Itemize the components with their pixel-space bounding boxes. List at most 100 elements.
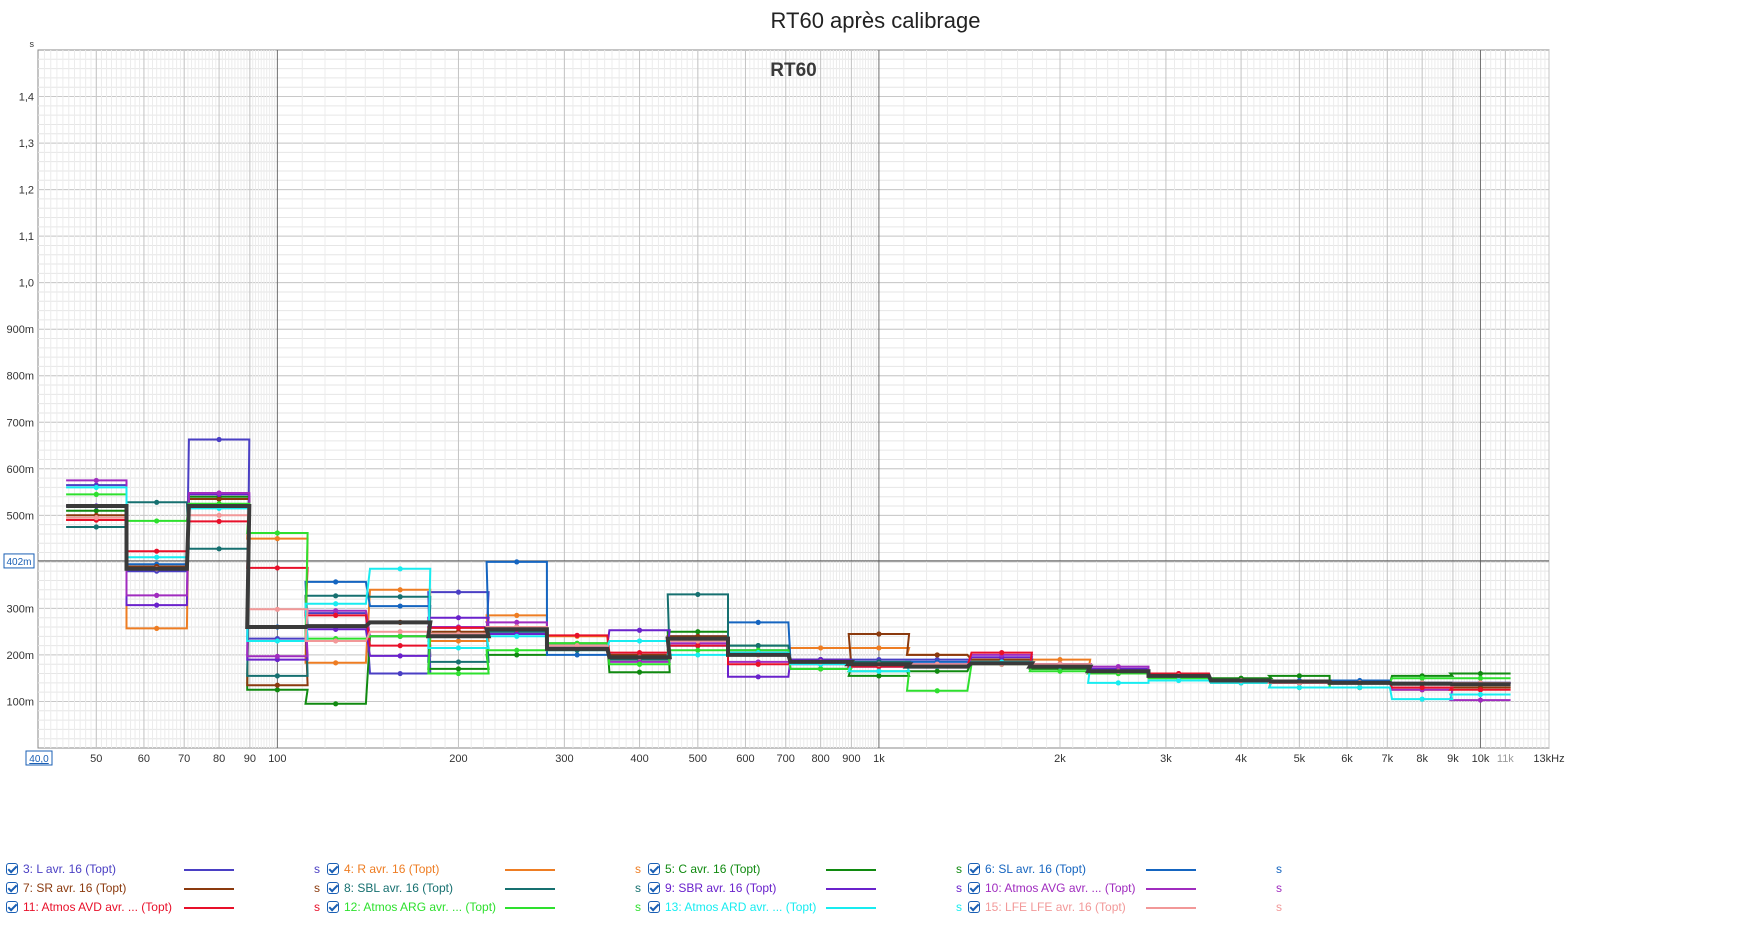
y-tick-label: 200m [6, 650, 34, 662]
checkbox-icon[interactable] [968, 863, 980, 875]
x-tick-label: 300 [555, 753, 573, 765]
cursor-x-box [25, 750, 53, 766]
x-tick-label: 90 [244, 753, 256, 765]
series-9-point [636, 661, 643, 667]
legend-label: 8: SBL avr. 16 (Topt) [344, 881, 453, 895]
legend-item: 15: LFE LFE avr. 16 (Topt) s [968, 900, 1288, 920]
legend-item: 12: Atmos ARG avr. ... (Topt) s [327, 900, 647, 920]
series-6-point [154, 602, 160, 608]
series-9-point [397, 633, 403, 639]
x-tick-label: 100 [268, 753, 286, 765]
series-7-point [514, 619, 520, 625]
series-5-point [93, 524, 99, 530]
series-8-point [574, 632, 580, 638]
series-1-point [876, 645, 882, 651]
legend-unit: s [956, 881, 962, 895]
x-tick-label: 11k [1497, 753, 1514, 765]
series-9-point [154, 518, 160, 524]
x-tick-label: 600 [736, 753, 754, 765]
legend-item: 8: SBL avr. 16 (Topt) s [327, 881, 647, 901]
legend-unit: s [956, 862, 962, 876]
series-4-point [274, 682, 280, 688]
legend-label: 7: SR avr. 16 (Topt) [23, 881, 127, 895]
series-7-point [1477, 697, 1484, 703]
series-2-point [695, 629, 701, 635]
series-5-point [216, 546, 222, 552]
checkbox-icon[interactable] [968, 901, 980, 913]
x-tick-label: 13kHz [1533, 753, 1564, 765]
y-tick-label: 500m [6, 510, 34, 522]
y-tick-label: 1,1 [19, 231, 34, 243]
legend-swatch [505, 888, 555, 890]
checkbox-icon[interactable] [327, 901, 339, 913]
series-2-point [274, 687, 280, 693]
x-tick-label: 9k [1447, 753, 1459, 765]
series-5-point [695, 591, 701, 598]
series-11-point [397, 629, 403, 635]
series-9-point [274, 530, 280, 536]
series-2-point [876, 673, 882, 679]
checkbox-icon[interactable] [327, 863, 339, 875]
series-7-point [154, 592, 160, 598]
series-10-point [514, 633, 520, 639]
series-1-point [274, 536, 280, 542]
series-8-point [1477, 687, 1484, 693]
series-8-point [1419, 684, 1425, 691]
series-10-point [1296, 684, 1302, 691]
checkbox-icon[interactable] [648, 863, 660, 875]
series-1-point [397, 587, 403, 593]
series-10-point [695, 652, 701, 658]
checkbox-icon[interactable] [6, 863, 18, 875]
series-1-point [333, 660, 339, 666]
checkbox-icon[interactable] [6, 901, 18, 913]
legend-unit: s [1276, 881, 1282, 895]
checkbox-icon[interactable] [648, 901, 660, 913]
series-8-point [755, 661, 761, 667]
series-8-point [695, 643, 701, 649]
legend-label: 5: C avr. 16 (Topt) [665, 862, 761, 876]
average-series[interactable] [66, 504, 1511, 687]
checkbox-icon[interactable] [968, 882, 980, 894]
y-tick-label: 900m [6, 324, 34, 336]
series-3-point [574, 652, 580, 658]
series-9-point [93, 491, 99, 497]
series-2-point [934, 668, 940, 674]
x-tick-label: 900 [842, 753, 860, 765]
series-9-point [695, 647, 701, 653]
series-10-point [1419, 696, 1425, 702]
series-6-point [636, 627, 643, 633]
series-8-point [636, 650, 643, 656]
checkbox-icon[interactable] [327, 882, 339, 894]
series-8-point [999, 650, 1005, 656]
legend-swatch [1146, 907, 1196, 909]
rt60-chart[interactable]: 50 60 70 80 90 100 200 300 400 500 600 700 800 900 1k 2… [0, 0, 1751, 860]
series-10-point [1477, 691, 1484, 698]
series-0-point [455, 589, 462, 595]
series-10-point [93, 484, 99, 491]
legend-swatch [826, 907, 876, 909]
legend-item: 13: Atmos ARD avr. ... (Topt) s [648, 900, 968, 920]
checkbox-icon[interactable] [6, 882, 18, 894]
legend-item: 6: SL avr. 16 (Topt) s [968, 862, 1288, 882]
legend-label: 12: Atmos ARG avr. ... (Topt) [344, 900, 497, 914]
series-6-point [455, 615, 462, 621]
series-11-point [216, 512, 222, 518]
legend-swatch [1146, 888, 1196, 890]
series-4-point [934, 652, 940, 658]
plot-title: RT60 [770, 60, 816, 81]
legend-item: 9: SBR avr. 16 (Topt) s [648, 881, 968, 901]
y-tick-label: 800m [6, 371, 34, 383]
series-1-point [154, 625, 160, 632]
series-3-point [755, 619, 761, 625]
series-11-point [93, 515, 99, 521]
series-7-point [274, 653, 280, 659]
x-tick-label: 4k [1235, 753, 1247, 765]
legend-swatch [184, 869, 234, 871]
legend-unit: s [314, 881, 320, 895]
series-3-point [514, 559, 520, 565]
checkbox-icon[interactable] [648, 882, 660, 894]
legend-item: 10: Atmos AVG avr. ... (Topt) s [968, 881, 1288, 901]
series-10-point [397, 566, 403, 572]
legend-swatch [505, 869, 555, 871]
series-10-point [333, 601, 339, 607]
